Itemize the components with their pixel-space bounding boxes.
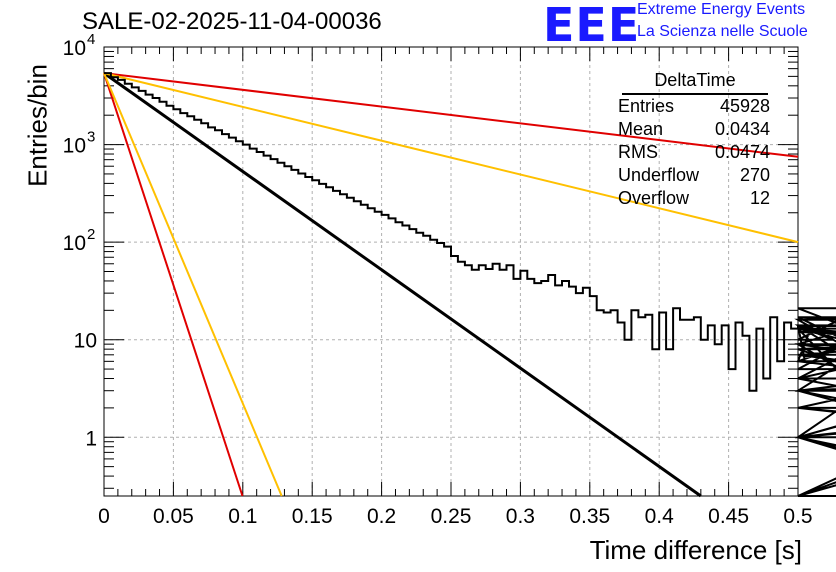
stats-label: Entries xyxy=(618,96,675,116)
eee-logo: EEE xyxy=(543,0,641,52)
x-tick-label: 0.45 xyxy=(708,505,749,528)
x-tick-label: 0 xyxy=(98,505,110,528)
stats-row: Underflow 270 xyxy=(612,164,778,187)
x-tick-label: 0.2 xyxy=(367,505,396,528)
histogram-bins xyxy=(104,72,836,497)
stats-row: Mean 0.0434 xyxy=(612,118,778,141)
curve-red-steep xyxy=(103,72,244,497)
curve-orange-shallow xyxy=(103,72,799,244)
stats-value: 45928 xyxy=(719,96,770,116)
stats-label: Overflow xyxy=(618,188,690,208)
y-tick-label: 10 xyxy=(63,232,86,255)
stats-row: RMS 0.0474 xyxy=(612,141,778,164)
stats-row: Entries 45928 xyxy=(612,95,778,118)
fit-curves xyxy=(103,71,799,498)
y-tick-exponent: 4 xyxy=(87,31,95,48)
histogram-outline xyxy=(104,72,836,497)
stats-box: DeltaTime Entries 45928 Mean 0.0434 RMS 0.0… xyxy=(612,70,778,210)
stats-label: Underflow xyxy=(618,165,700,185)
x-axis-label: Time difference [s] xyxy=(589,535,802,565)
x-tick-label: 0.5 xyxy=(783,505,812,528)
y-axis-label: Entries/bin xyxy=(22,64,53,187)
x-tick-label: 0.35 xyxy=(569,505,610,528)
y-tick-exponent: 2 xyxy=(87,226,95,243)
curve-fit xyxy=(103,71,702,498)
x-tick-label: 0.15 xyxy=(292,505,333,528)
y-tick-label: 1 xyxy=(85,427,97,450)
stats-label: Mean xyxy=(618,119,664,139)
curve-red-shallow xyxy=(103,72,799,158)
grid xyxy=(104,47,798,496)
stats-value: 12 xyxy=(749,188,770,208)
x-tick-label: 0.4 xyxy=(645,505,675,528)
stats-row: Overflow 12 xyxy=(612,187,778,210)
axis-ticks xyxy=(103,46,799,496)
x-tick-label: 0.25 xyxy=(431,505,472,528)
stats-value: 270 xyxy=(739,165,770,185)
x-tick-label: 0.05 xyxy=(153,505,194,528)
logo-line-1: Extreme Energy Events xyxy=(637,1,806,18)
y-tick-label: 10 xyxy=(74,330,97,353)
logo-line-2: La Scienza nelle Scuole xyxy=(637,23,808,40)
y-tick-label: 10 xyxy=(63,37,86,60)
x-tick-labels: 0 0.05 0.1 0.15 0.2 0.25 0.3 0.35 0.4 0.45 0.5 xyxy=(98,505,812,528)
curve-orange-steep xyxy=(103,72,283,497)
chart-title: SALE-02-2025-11-04-00036 xyxy=(82,8,382,35)
stats-label: RMS xyxy=(618,142,658,162)
stats-value: 0.0474 xyxy=(714,142,770,162)
x-tick-label: 0.3 xyxy=(506,505,535,528)
x-tick-label: 0.1 xyxy=(228,505,257,528)
stats-title: DeltaTime xyxy=(622,70,768,95)
y-tick-exponent: 3 xyxy=(87,129,95,146)
stats-value: 0.0434 xyxy=(714,119,770,139)
y-tick-label: 10 xyxy=(63,135,86,158)
